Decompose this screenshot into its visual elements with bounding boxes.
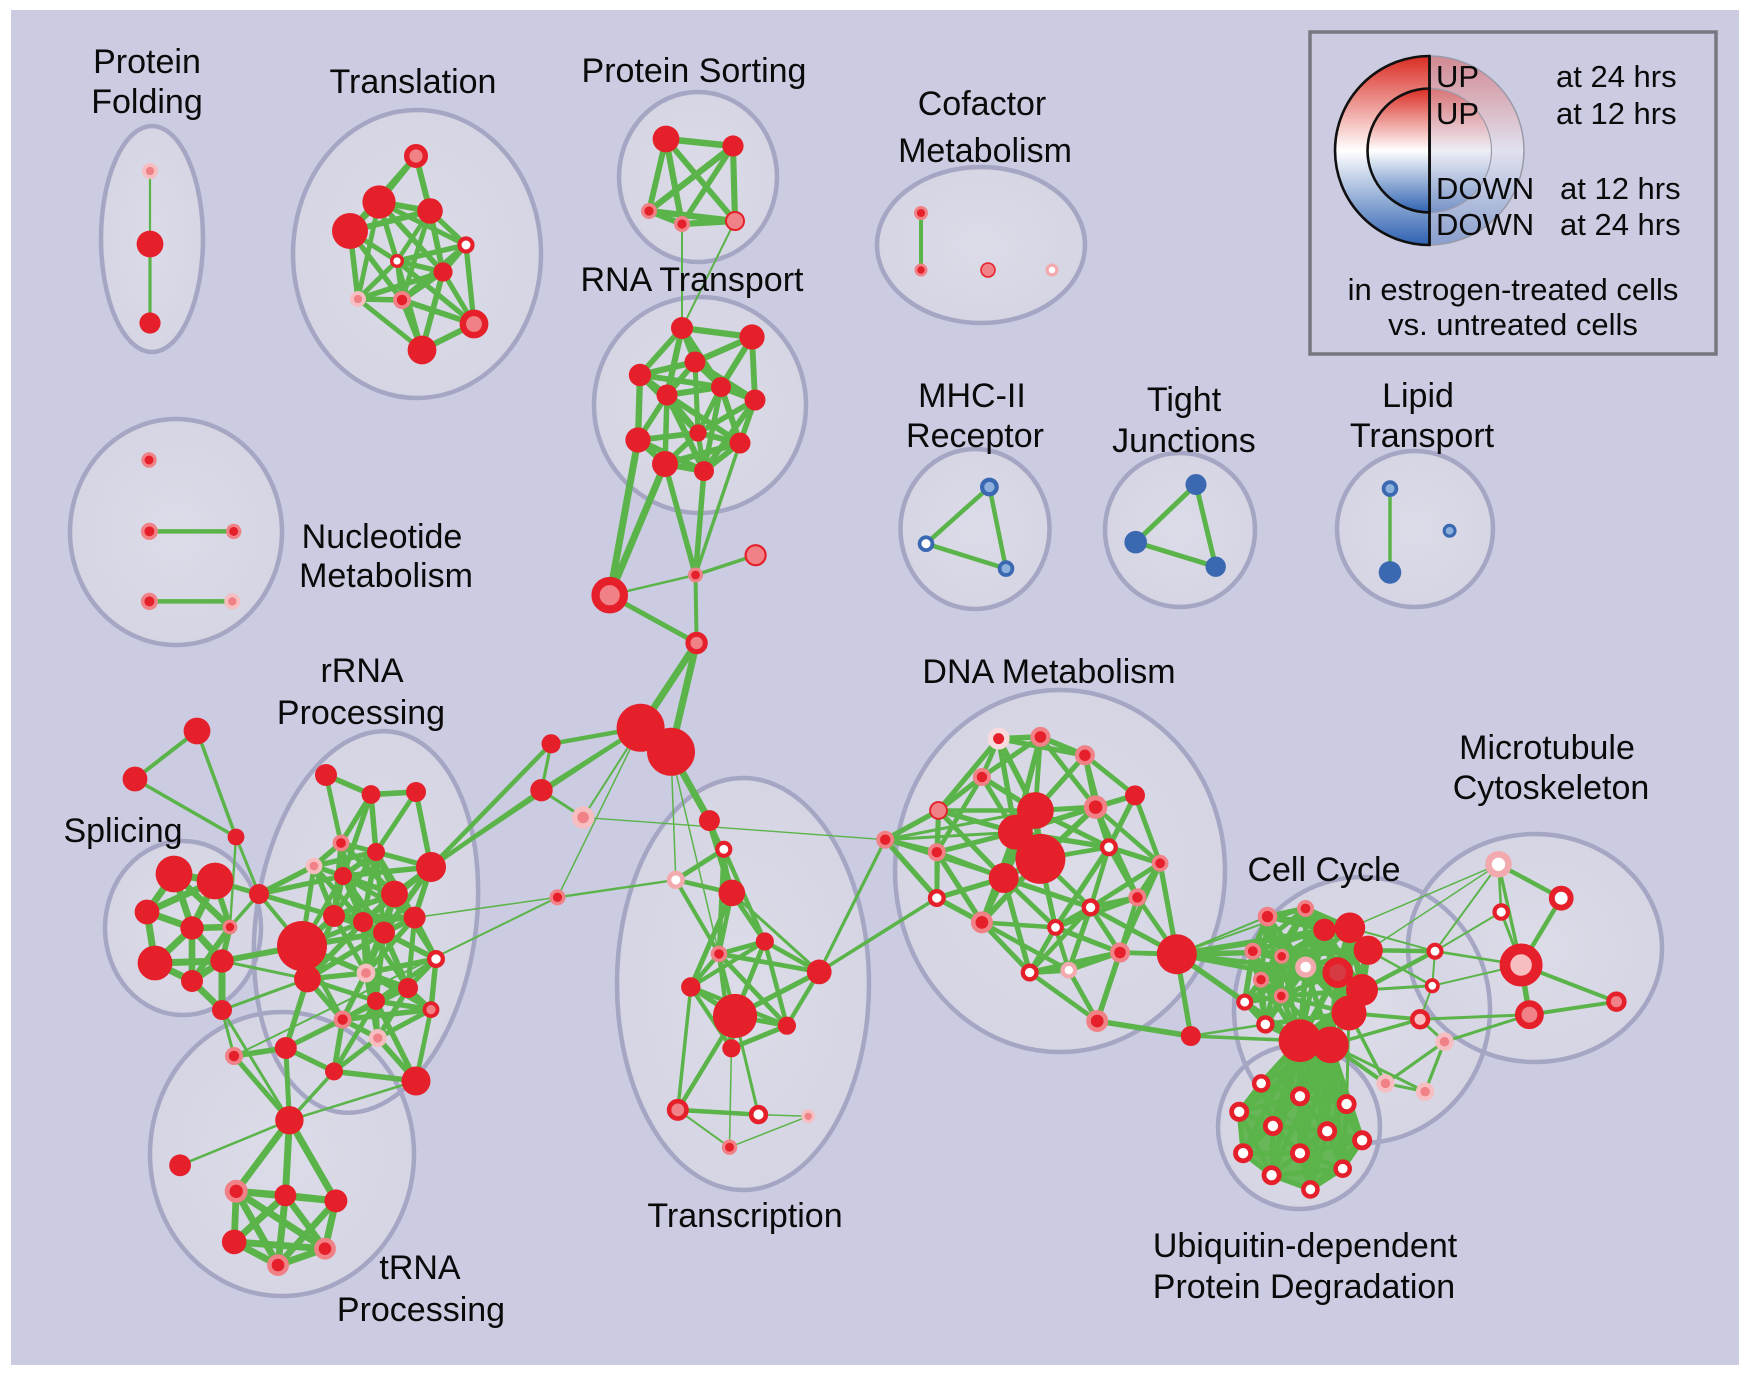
svg-text:UP: UP — [1436, 59, 1479, 94]
svg-text:RNA Transport: RNA Transport — [581, 261, 805, 299]
svg-text:Translation: Translation — [330, 63, 497, 101]
svg-text:Nucleotide: Nucleotide — [302, 518, 463, 556]
svg-text:Cell Cycle: Cell Cycle — [1247, 851, 1400, 889]
svg-text:Protein: Protein — [93, 43, 201, 81]
svg-text:Splicing: Splicing — [63, 812, 182, 850]
svg-text:vs. untreated cells: vs. untreated cells — [1388, 307, 1638, 342]
svg-text:DOWN: DOWN — [1436, 207, 1534, 242]
svg-text:Junctions: Junctions — [1112, 422, 1256, 460]
svg-text:DOWN: DOWN — [1436, 171, 1534, 206]
svg-text:in estrogen-treated cells: in estrogen-treated cells — [1348, 272, 1679, 307]
svg-text:Metabolism: Metabolism — [898, 132, 1072, 170]
svg-text:MHC-II: MHC-II — [918, 377, 1026, 415]
svg-text:Protein Degradation: Protein Degradation — [1153, 1268, 1455, 1306]
svg-text:Microtubule: Microtubule — [1459, 729, 1635, 767]
svg-text:Protein Sorting: Protein Sorting — [582, 52, 807, 90]
svg-text:DNA Metabolism: DNA Metabolism — [922, 653, 1175, 691]
svg-text:UP: UP — [1436, 96, 1479, 131]
svg-text:Cofactor: Cofactor — [918, 85, 1047, 123]
svg-text:Ubiquitin-dependent: Ubiquitin-dependent — [1153, 1227, 1458, 1265]
svg-text:at 12 hrs: at 12 hrs — [1556, 96, 1677, 131]
svg-text:Transcription: Transcription — [647, 1197, 842, 1235]
svg-text:Lipid: Lipid — [1382, 377, 1454, 415]
svg-text:at 24 hrs: at 24 hrs — [1556, 59, 1677, 94]
svg-text:rRNA: rRNA — [320, 652, 403, 690]
svg-text:Processing: Processing — [337, 1291, 505, 1329]
svg-text:tRNA: tRNA — [379, 1249, 461, 1287]
svg-text:Cytoskeleton: Cytoskeleton — [1453, 769, 1650, 807]
svg-text:at 24 hrs: at 24 hrs — [1560, 207, 1681, 242]
svg-text:Transport: Transport — [1350, 417, 1495, 455]
svg-text:Metabolism: Metabolism — [299, 557, 473, 595]
svg-text:at 12 hrs: at 12 hrs — [1560, 171, 1681, 206]
svg-text:Tight: Tight — [1147, 381, 1222, 419]
svg-text:Processing: Processing — [277, 694, 445, 732]
svg-text:Folding: Folding — [91, 83, 203, 121]
svg-text:Receptor: Receptor — [906, 417, 1044, 455]
